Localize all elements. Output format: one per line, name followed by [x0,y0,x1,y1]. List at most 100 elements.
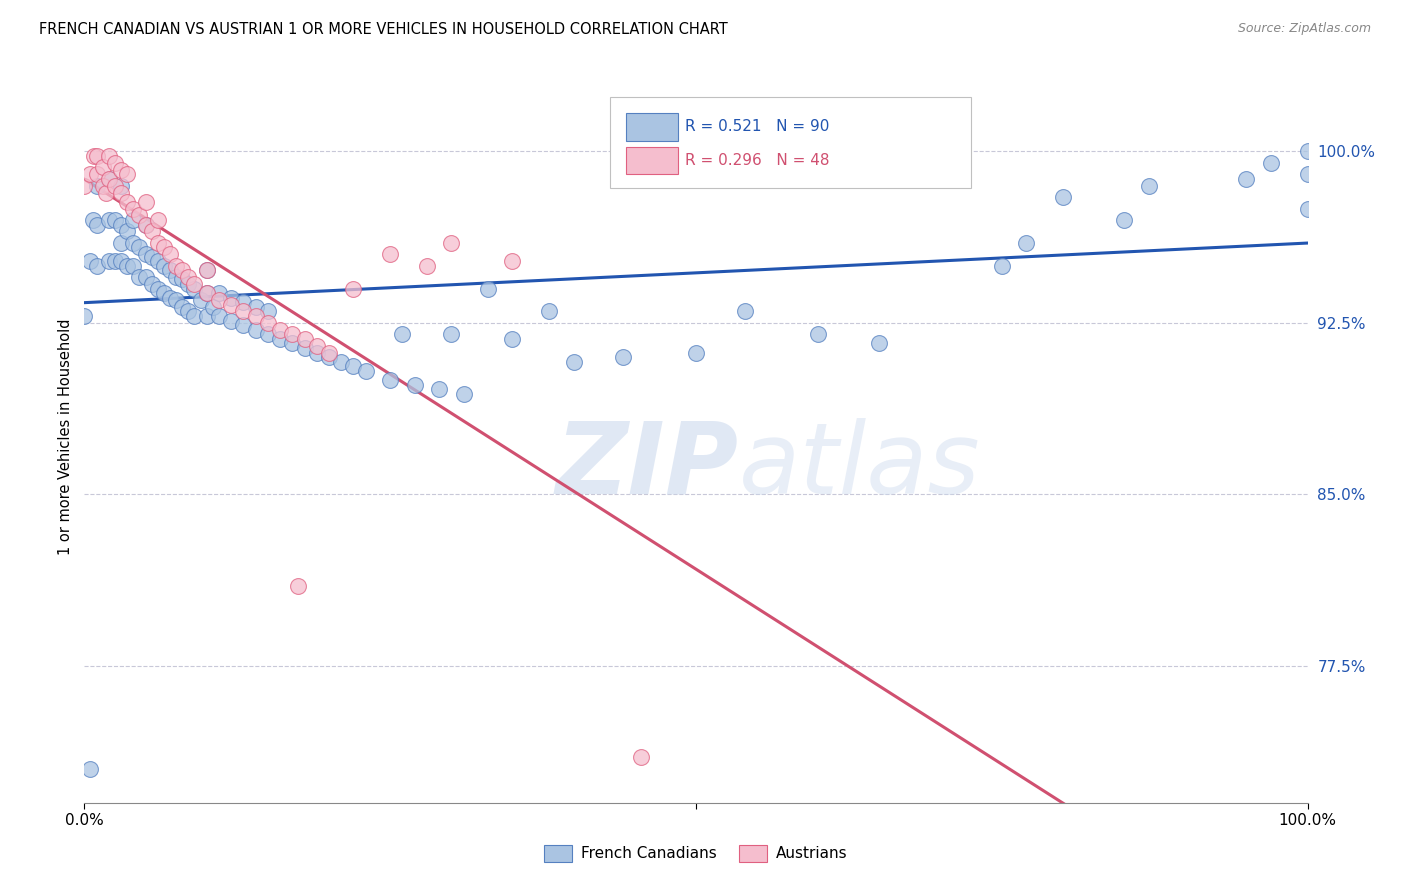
Point [807,327,830,342]
Point [122,235,145,250]
Point [208,286,231,301]
Point [115,167,138,181]
Point [195,263,218,277]
Point [83,149,105,163]
Point [1260,155,1282,169]
Point [294,341,316,355]
Point [146,235,169,250]
Point [1052,190,1074,204]
Point [612,350,634,364]
Point [219,313,242,327]
Point [135,270,157,285]
Point [110,186,132,200]
Point [1296,167,1319,181]
Point [440,327,463,342]
Text: R = 0.521   N = 90: R = 0.521 N = 90 [685,120,830,135]
Point [208,309,231,323]
Point [86,218,108,232]
Point [110,218,132,232]
Point [219,297,242,311]
Text: Source: ZipAtlas.com: Source: ZipAtlas.com [1237,22,1371,36]
Point [502,254,524,268]
Point [232,295,254,310]
Point [1137,178,1160,193]
Point [1296,202,1319,216]
Point [1114,213,1136,227]
Point [183,309,205,323]
Point [79,167,101,181]
Point [869,336,891,351]
Point [294,332,316,346]
Point [685,345,707,359]
Point [195,286,218,301]
Point [195,286,218,301]
Point [104,213,127,227]
Point [380,373,402,387]
Point [440,235,463,250]
Point [177,277,200,291]
Point [245,323,267,337]
Point [342,281,364,295]
Point [110,235,132,250]
Point [734,304,756,318]
Point [183,277,205,291]
Point [146,254,169,268]
Point [269,323,291,337]
Point [115,194,138,209]
Point [257,316,280,330]
Text: FRENCH CANADIAN VS AUSTRIAN 1 OR MORE VEHICLES IN HOUSEHOLD CORRELATION CHART: FRENCH CANADIAN VS AUSTRIAN 1 OR MORE VE… [39,22,728,37]
Point [172,263,194,277]
Point [245,300,267,314]
Point [97,171,120,186]
Point [177,304,200,318]
Point [141,277,163,291]
Point [159,263,181,277]
Point [91,161,114,175]
Point [201,300,224,314]
Point [165,293,187,307]
Point [305,345,328,359]
Point [538,304,561,318]
Point [141,224,163,238]
Point [104,254,127,268]
Point [245,309,267,323]
Point [1296,145,1319,159]
Point [991,259,1014,273]
Point [502,332,524,346]
Point [115,259,138,273]
Point [172,300,194,314]
Point [82,213,104,227]
Point [135,247,157,261]
Point [110,162,132,177]
Point [342,359,364,374]
Point [97,149,120,163]
Point [380,247,402,261]
Point [86,149,108,163]
Point [219,291,242,305]
FancyBboxPatch shape [610,97,972,188]
Point [232,304,254,318]
Point [195,263,218,277]
Point [404,377,426,392]
Point [110,178,132,193]
Point [1236,171,1258,186]
Point [86,178,108,193]
Point [97,254,120,268]
Point [91,178,114,193]
Point [318,350,340,364]
Point [281,336,304,351]
Point [183,281,205,295]
Point [141,250,163,264]
Point [318,345,340,359]
Point [208,293,231,307]
Point [146,213,169,227]
Point [135,218,157,232]
Point [128,240,150,254]
Point [477,281,499,295]
Point [269,332,291,346]
Y-axis label: 1 or more Vehicles in Household: 1 or more Vehicles in Household [58,318,73,556]
Point [122,202,145,216]
Point [305,338,328,352]
Point [159,247,181,261]
Point [115,224,138,238]
